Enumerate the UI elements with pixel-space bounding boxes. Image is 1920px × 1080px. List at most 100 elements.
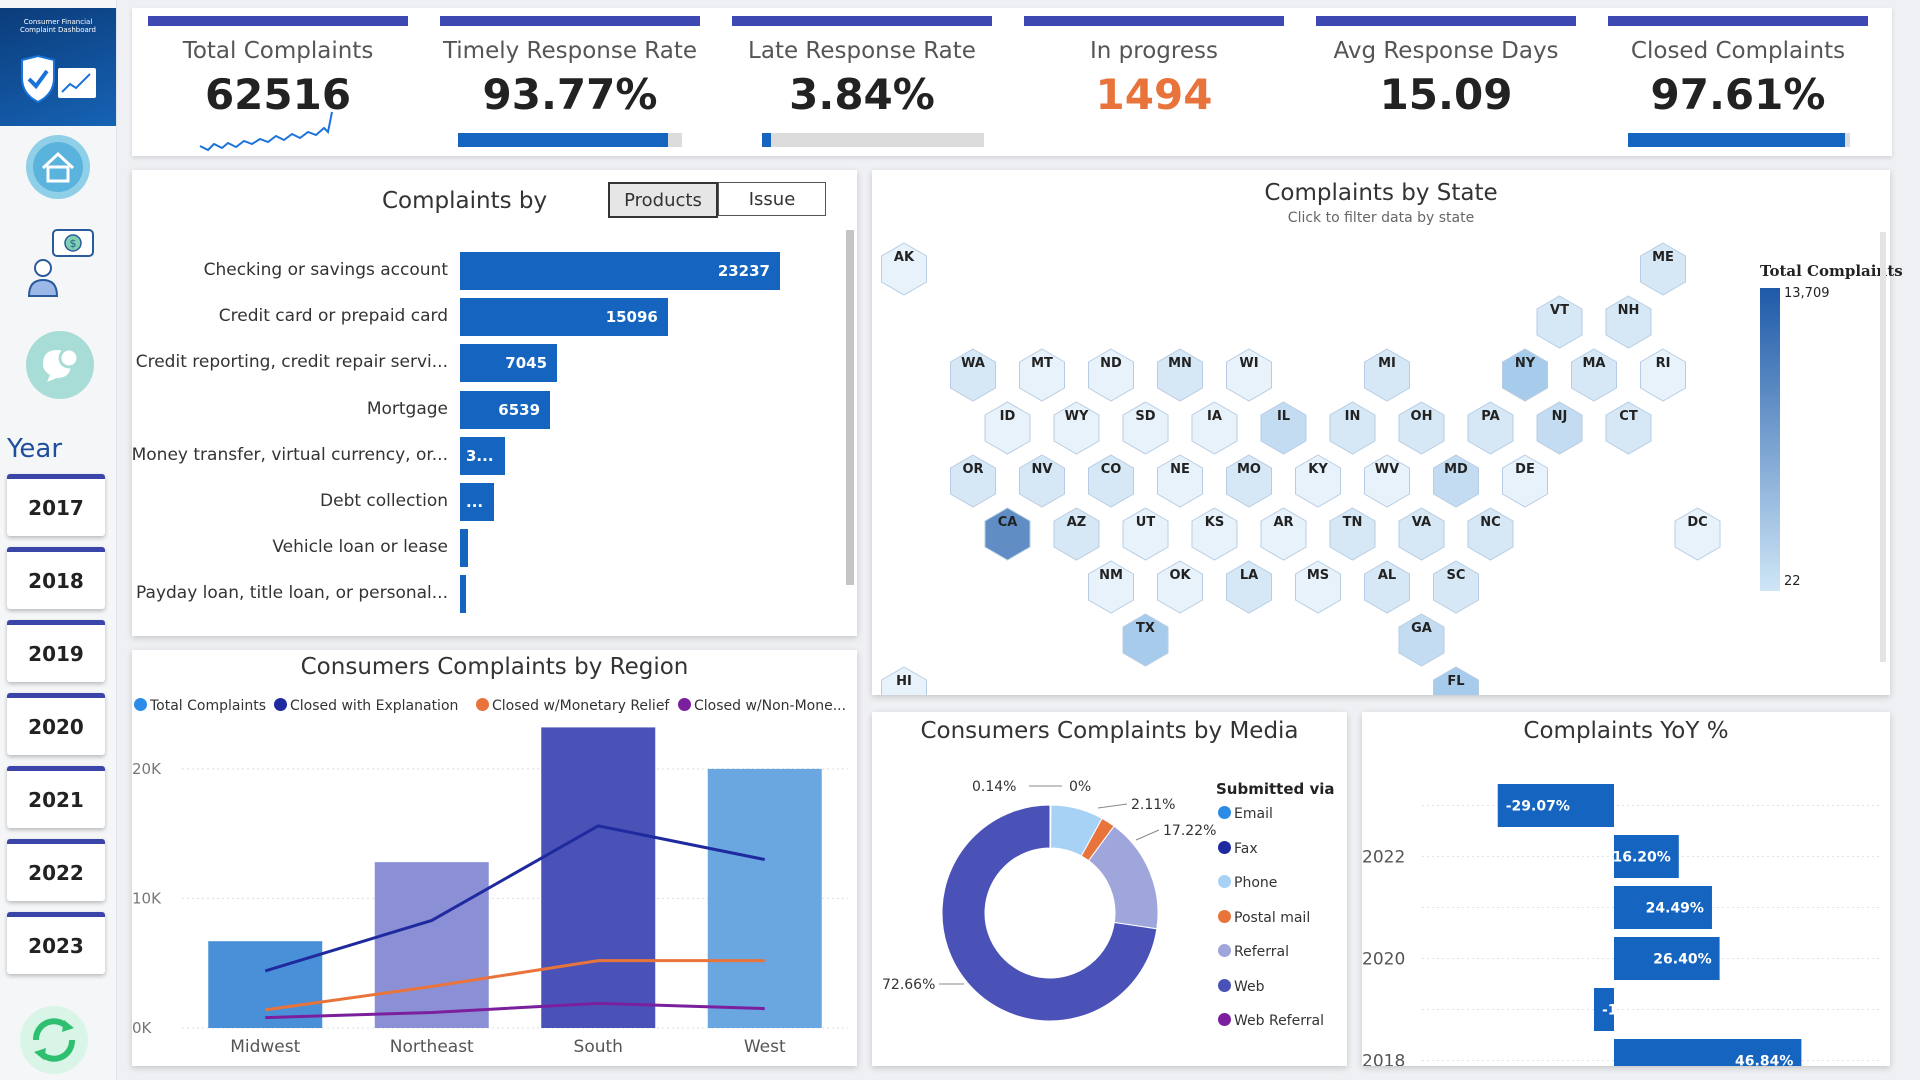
state-hex-nv[interactable]: NV <box>1019 454 1065 508</box>
state-hex-al[interactable]: AL <box>1364 560 1410 614</box>
state-hex-sc[interactable]: SC <box>1433 560 1479 614</box>
region-legend-item[interactable]: Closed w/Non-Mone... <box>678 698 846 714</box>
year-button-2018[interactable]: 2018 <box>7 547 105 609</box>
product-bar[interactable]: 6539 <box>460 390 551 429</box>
state-hex-in[interactable]: IN <box>1329 401 1376 455</box>
state-hex-mn[interactable]: MN <box>1157 348 1203 402</box>
state-hex-id[interactable]: ID <box>984 401 1031 455</box>
state-hex-nc[interactable]: NC <box>1467 507 1514 561</box>
home-button[interactable] <box>25 134 91 200</box>
state-hex-shape[interactable] <box>1019 454 1065 508</box>
state-hex-hi[interactable]: HI <box>881 666 927 695</box>
state-hex-ne[interactable]: NE <box>1157 454 1203 508</box>
state-hex-shape[interactable] <box>1640 242 1686 296</box>
region-bar[interactable] <box>374 862 489 1028</box>
state-hex-dc[interactable]: DC <box>1674 507 1721 561</box>
state-hex-shape[interactable] <box>1157 560 1203 614</box>
state-hex-shape[interactable] <box>1260 401 1307 455</box>
state-hex-shape[interactable] <box>881 242 927 296</box>
state-hex-shape[interactable] <box>1088 454 1134 508</box>
state-hex-shape[interactable] <box>881 666 927 695</box>
state-hex-shape[interactable] <box>1295 560 1341 614</box>
product-bar[interactable] <box>460 575 466 614</box>
region-line-series-3[interactable] <box>265 1001 765 1020</box>
year-button-2022[interactable]: 2022 <box>7 839 105 901</box>
state-hex-shape[interactable] <box>1536 295 1583 349</box>
state-hex-mi[interactable]: MI <box>1364 348 1410 402</box>
state-hex-oh[interactable]: OH <box>1398 401 1445 455</box>
state-hex-shape[interactable] <box>1019 348 1065 402</box>
year-button-2020[interactable]: 2020 <box>7 693 105 755</box>
year-button-2023[interactable]: 2023 <box>7 912 105 974</box>
state-hex-md[interactable]: MD <box>1433 454 1479 508</box>
media-legend-item[interactable]: Email <box>1218 806 1273 822</box>
state-hex-shape[interactable] <box>1295 454 1341 508</box>
state-hex-or[interactable]: OR <box>950 454 996 508</box>
region-line-series-1[interactable] <box>264 824 766 973</box>
state-hex-shape[interactable] <box>1364 454 1410 508</box>
state-hex-shape[interactable] <box>1398 507 1445 561</box>
product-bar[interactable]: ... <box>460 483 495 521</box>
state-hex-shape[interactable] <box>950 348 996 402</box>
state-hex-shape[interactable] <box>1053 507 1100 561</box>
yoy-bar[interactable] <box>1594 988 1614 1031</box>
state-hex-shape[interactable] <box>1122 613 1169 667</box>
state-hex-shape[interactable] <box>1122 507 1169 561</box>
state-hex-shape[interactable] <box>1260 507 1307 561</box>
state-hex-shape[interactable] <box>984 507 1031 561</box>
state-hex-az[interactable]: AZ <box>1053 507 1100 561</box>
state-hex-ar[interactable]: AR <box>1260 507 1307 561</box>
state-hex-nd[interactable]: ND <box>1088 348 1134 402</box>
state-hex-shape[interactable] <box>1536 401 1583 455</box>
state-hex-shape[interactable] <box>1157 454 1203 508</box>
state-hex-shape[interactable] <box>1605 401 1652 455</box>
state-hex-shape[interactable] <box>984 401 1031 455</box>
product-bar[interactable]: 7045 <box>460 344 558 383</box>
state-hex-shape[interactable] <box>1364 560 1410 614</box>
state-hex-il[interactable]: IL <box>1260 401 1307 455</box>
state-hex-ks[interactable]: KS <box>1191 507 1238 561</box>
state-hex-tn[interactable]: TN <box>1329 507 1376 561</box>
media-legend-item[interactable]: Phone <box>1218 875 1277 891</box>
state-hex-shape[interactable] <box>1122 401 1169 455</box>
state-hex-tx[interactable]: TX <box>1122 613 1169 667</box>
media-legend-item[interactable]: Web Referral <box>1218 1013 1324 1029</box>
state-hex-ny[interactable]: NY <box>1502 348 1548 402</box>
product-bar[interactable]: 15096 <box>460 298 668 337</box>
state-hex-ga[interactable]: GA <box>1398 613 1445 667</box>
state-hex-wv[interactable]: WV <box>1364 454 1410 508</box>
state-hex-pa[interactable]: PA <box>1467 401 1514 455</box>
state-hex-shape[interactable] <box>1191 507 1238 561</box>
state-hex-va[interactable]: VA <box>1398 507 1445 561</box>
state-hex-shape[interactable] <box>1433 560 1479 614</box>
state-hex-shape[interactable] <box>1640 348 1686 402</box>
toggle-products-button[interactable]: Products <box>608 182 718 218</box>
region-legend-item[interactable]: Closed w/Monetary Relief <box>476 698 669 714</box>
map-scrollbar[interactable] <box>1880 232 1886 662</box>
yoy-bar[interactable] <box>1497 784 1614 827</box>
year-button-2017[interactable]: 2017 <box>7 474 105 536</box>
state-hex-mt[interactable]: MT <box>1019 348 1065 402</box>
yoy-bar[interactable] <box>1614 886 1712 929</box>
media-legend-item[interactable]: Postal mail <box>1218 909 1310 926</box>
scrollbar-thumb[interactable] <box>846 230 854 585</box>
region-line-series-2[interactable] <box>265 959 765 1012</box>
state-hex-ca[interactable]: CA <box>984 507 1031 561</box>
media-legend-item[interactable]: Referral <box>1218 944 1289 960</box>
state-hex-shape[interactable] <box>1398 613 1445 667</box>
state-hex-shape[interactable] <box>1088 348 1134 402</box>
state-hex-shape[interactable] <box>1329 401 1376 455</box>
consumer-page-button[interactable]: $ <box>25 226 94 297</box>
state-hex-ct[interactable]: CT <box>1605 401 1652 455</box>
state-hex-nm[interactable]: NM <box>1088 560 1134 614</box>
toggle-issue-button[interactable]: Issue <box>718 182 826 216</box>
product-bar[interactable]: 3... <box>460 436 506 475</box>
state-hex-co[interactable]: CO <box>1088 454 1134 508</box>
state-hex-ak[interactable]: AK <box>881 242 927 296</box>
state-hex-shape[interactable] <box>1226 454 1272 508</box>
state-hex-shape[interactable] <box>1157 348 1203 402</box>
state-hex-mo[interactable]: MO <box>1226 454 1272 508</box>
state-hex-ut[interactable]: UT <box>1122 507 1169 561</box>
state-hex-shape[interactable] <box>1053 401 1100 455</box>
year-button-2021[interactable]: 2021 <box>7 766 105 828</box>
